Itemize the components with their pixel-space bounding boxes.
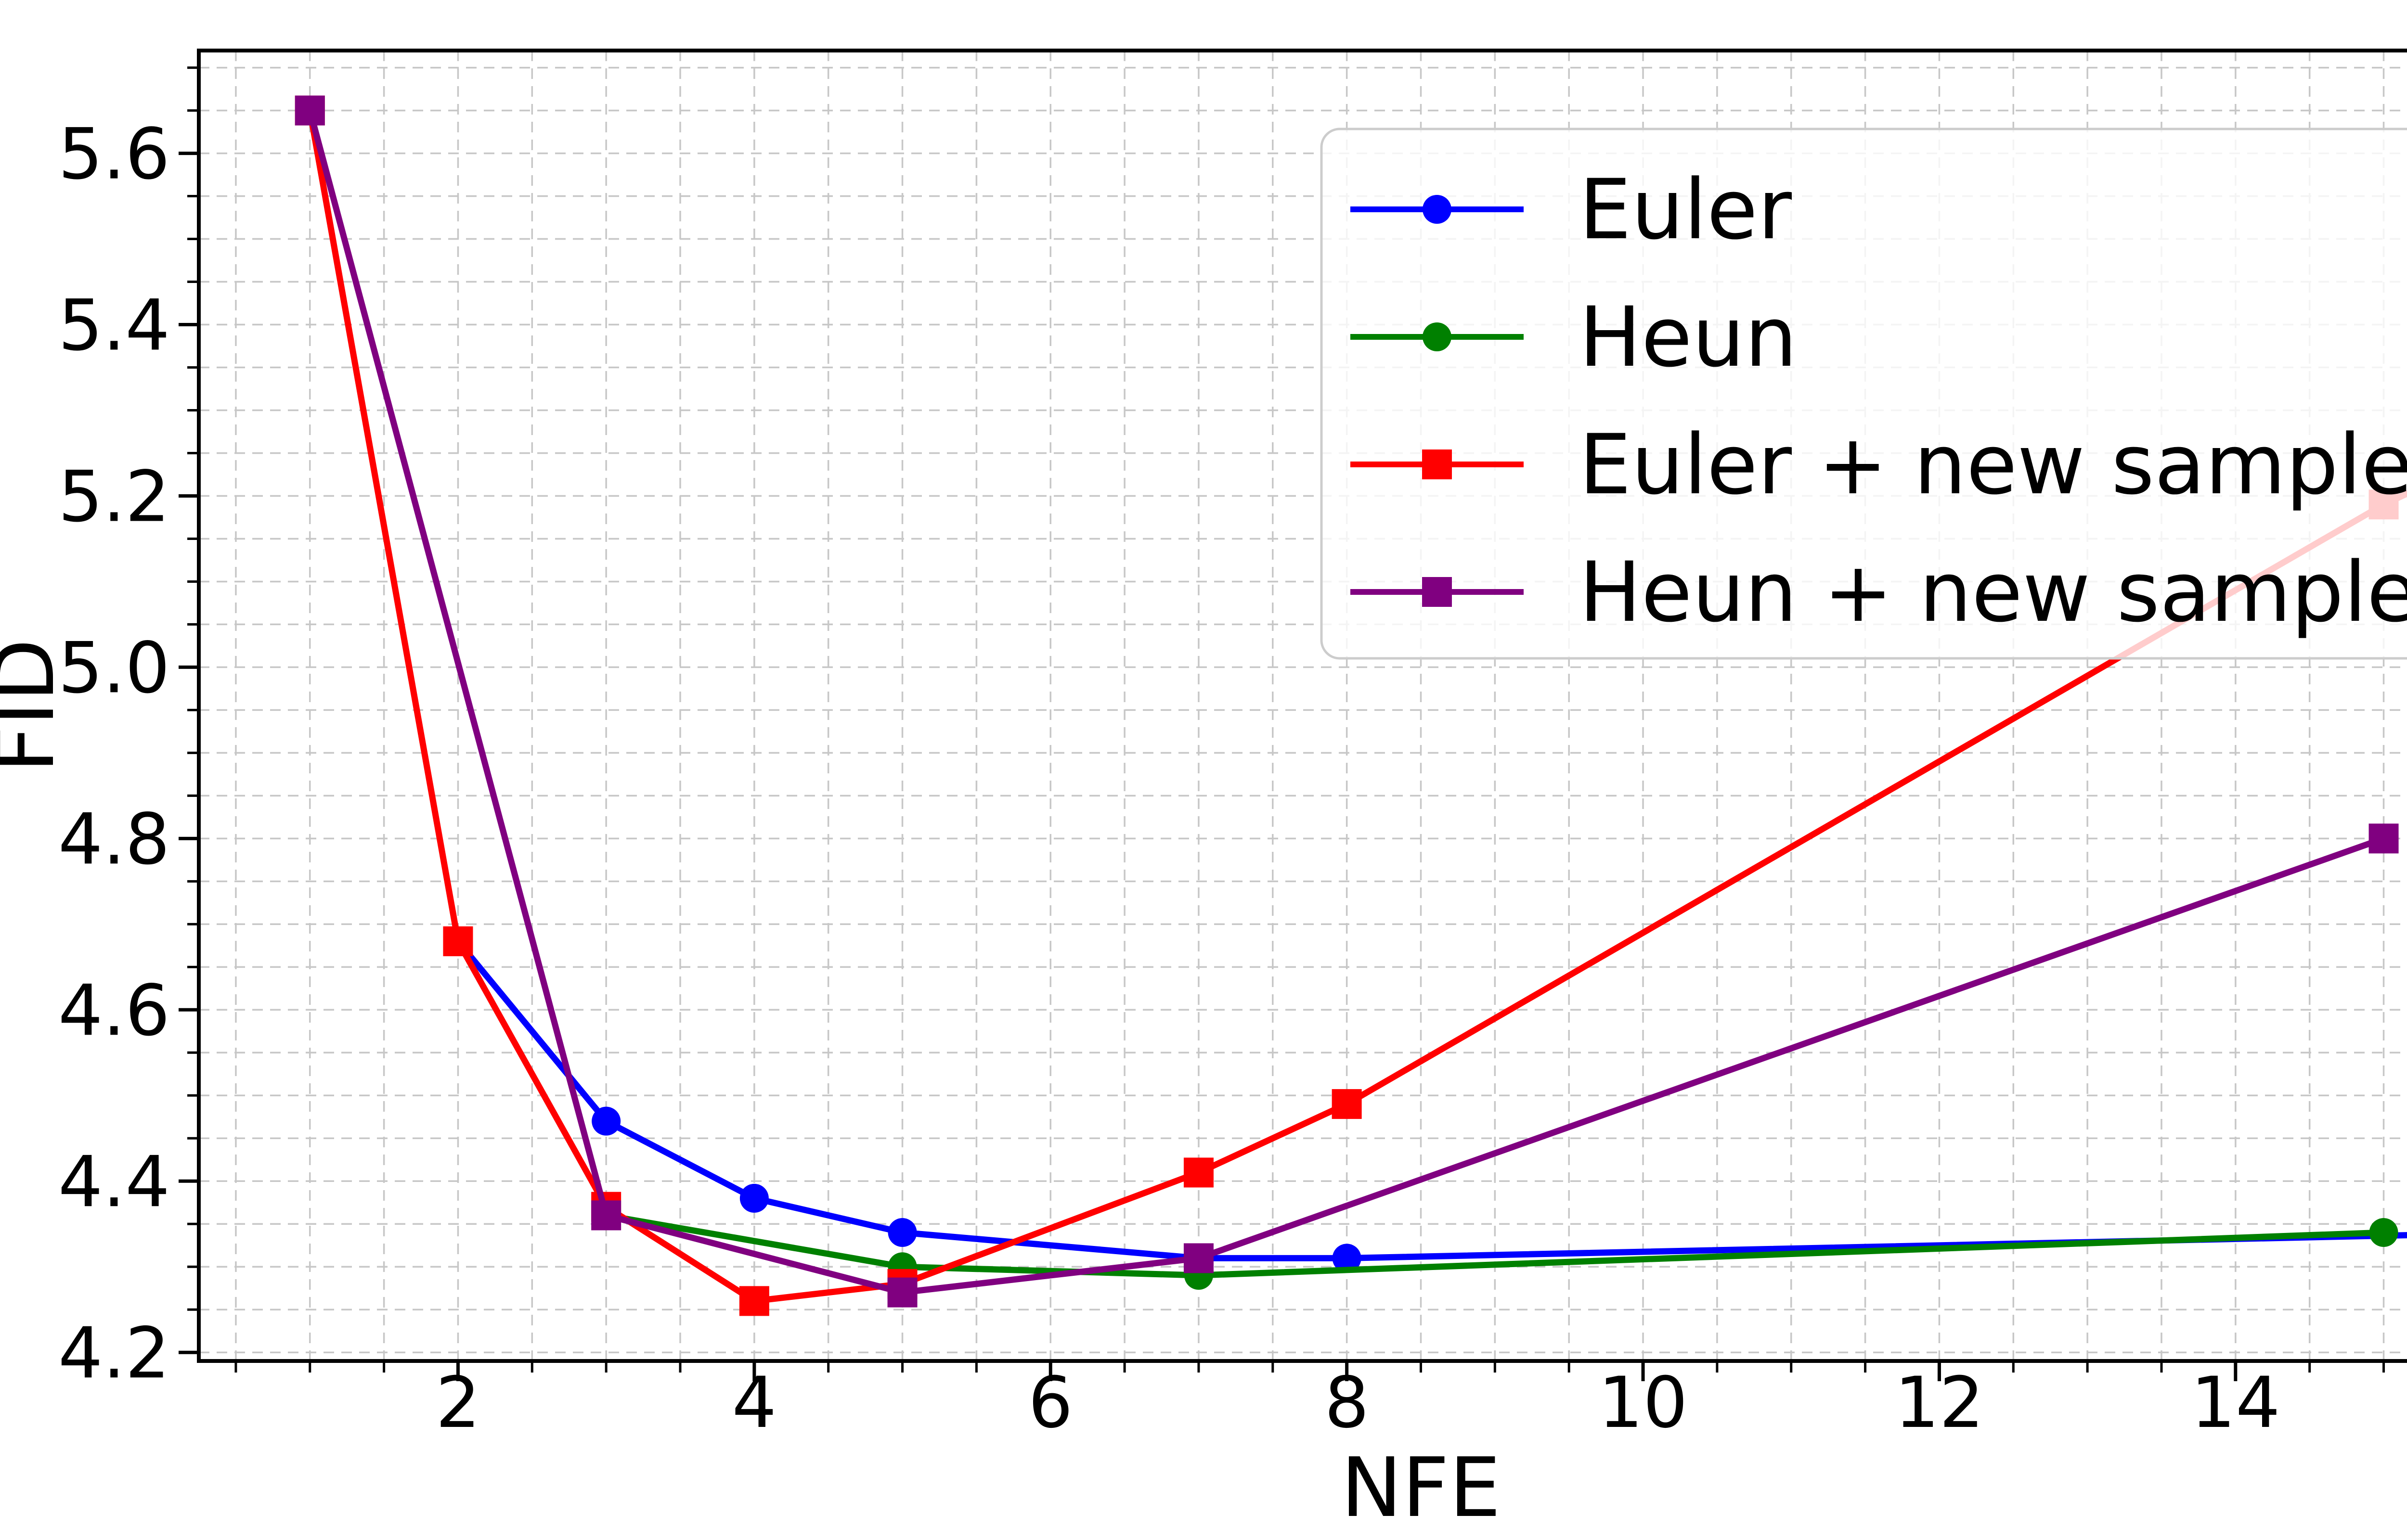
x-axis-tick-label: 10: [1598, 1362, 1688, 1444]
legend-marker-circle: [1423, 195, 1451, 224]
x-axis-tick-label: 8: [1324, 1362, 1369, 1444]
y-axis-tick-label: 5.0: [58, 627, 170, 709]
x-axis-tick-label: 2: [436, 1362, 480, 1444]
legend-box: [1320, 128, 2407, 660]
x-axis-tick-label: 6: [1028, 1362, 1073, 1444]
series-marker-square: [887, 1277, 918, 1308]
series-marker-square: [443, 926, 473, 956]
legend-marker-circle: [1423, 322, 1451, 351]
series-marker-circle: [739, 1183, 769, 1213]
y-axis-tick-label: 4.6: [58, 970, 170, 1052]
series-marker-square: [2368, 823, 2399, 854]
plot-border: [197, 49, 2407, 1363]
legend-label: Heun + new sampler: [1579, 544, 2407, 641]
legend-marker-square: [1422, 449, 1452, 479]
legend-label: Euler + new sampler: [1579, 416, 2407, 513]
series-marker-square: [739, 1286, 769, 1316]
series-marker-square: [1183, 1157, 1214, 1188]
series-marker-square: [591, 1200, 621, 1231]
series-marker-square: [1183, 1243, 1214, 1273]
legend-marker-square: [1422, 577, 1452, 607]
y-axis-tick-label: 5.2: [58, 456, 170, 538]
y-axis-tick-label: 5.4: [58, 285, 170, 367]
series-marker-circle: [888, 1218, 917, 1247]
series-marker-circle: [1332, 1244, 1361, 1273]
x-axis-tick-label: 4: [732, 1362, 776, 1444]
legend-label: Euler: [1579, 161, 1792, 258]
x-axis-label: NFE: [1341, 1440, 1501, 1536]
series-line-heun: [603, 1212, 2387, 1279]
series-marker-circle: [592, 1106, 621, 1136]
y-axis-tick-label: 4.4: [58, 1141, 170, 1223]
x-axis-tick-label: 12: [1895, 1362, 1984, 1444]
y-axis-tick-label: 5.6: [58, 114, 170, 195]
y-axis-label: FID: [0, 639, 73, 773]
legend-label: Heun: [1579, 289, 1797, 385]
series-marker-square: [1332, 1089, 1362, 1119]
x-axis-tick-label: 14: [2191, 1362, 2280, 1444]
series-marker-square: [295, 95, 325, 126]
y-axis-tick-label: 4.2: [58, 1312, 170, 1394]
y-axis-tick-label: 4.8: [58, 798, 170, 880]
series-marker-circle: [2369, 1218, 2398, 1247]
